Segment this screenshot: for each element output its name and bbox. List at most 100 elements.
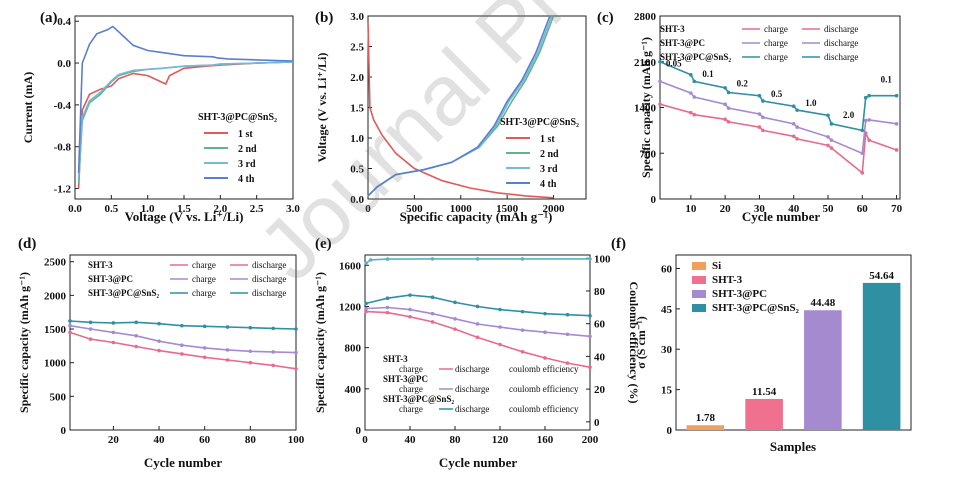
- panel-f-plot-frame: [675, 254, 912, 431]
- panel-b-legend-entry: 2 nd: [540, 149, 559, 160]
- panel-d-legend-entry: SHT-3: [88, 260, 113, 270]
- panel-c-series-0-point: [795, 137, 799, 141]
- panel-c-xlabel: Cycle number: [742, 209, 821, 224]
- panel-a-legend-entry: 4 th: [238, 174, 255, 185]
- panel-c-series-0-point: [860, 171, 865, 175]
- panel-e-series-2-point: [565, 312, 570, 317]
- panel-d-legend-entry: SHT-3@PC@SnS₂: [88, 288, 159, 298]
- panel-c-series-0-point: [658, 102, 662, 107]
- panel-c-legend-discharge: discharge: [824, 38, 858, 48]
- panel-e-ytick-label: 800: [345, 343, 362, 355]
- panel-f-ytick-label: 0: [667, 425, 673, 437]
- panel-b-label: (b): [315, 10, 333, 26]
- panel-c-series-2-point: [726, 90, 731, 95]
- panel-f-legend-entry: Si: [712, 260, 721, 272]
- panel-c-series-1-point: [863, 118, 868, 123]
- panel-d-series-1-point: [157, 339, 161, 343]
- panel-d-series-1-point: [88, 327, 93, 331]
- panel-d-xlabel: Cycle number: [144, 455, 223, 470]
- panel-a-xtick-label: 1.0: [141, 203, 155, 215]
- panel-c-series-2-point: [791, 104, 796, 108]
- panel-d-series-0-point: [88, 337, 93, 341]
- panel-a-legend-entry: 1 st: [238, 129, 253, 140]
- panel-e-series-2-point: [364, 301, 368, 306]
- panel-e-series-2-point: [408, 293, 412, 297]
- panel-e-series-3-point: [430, 257, 435, 261]
- panel-c-series-1-point: [867, 118, 871, 122]
- panel-e-series-0-point: [408, 314, 412, 319]
- panel-c-series-1-point: [689, 91, 693, 95]
- panel-c-ytick-label: 1400: [634, 103, 657, 115]
- panel-c-rate-label: 2.0: [843, 110, 855, 120]
- panel-c-legend-charge: charge: [764, 52, 788, 62]
- panel-d-series-2-point: [88, 320, 93, 325]
- panel-e-xtick-label: 200: [582, 434, 599, 446]
- panel-c-series-0-point: [689, 110, 693, 115]
- panel-a-legend-entry: 2 nd: [238, 144, 257, 155]
- panel-c-legend-charge: charge: [764, 38, 788, 48]
- panel-e-legend-discharge: discharge: [455, 404, 489, 414]
- panel-a-ytick-label: -0.4: [54, 100, 72, 112]
- panel-d-xtick-label: 60: [199, 434, 211, 446]
- panel-b-xtick-label: 1500: [496, 203, 519, 215]
- panel-b-xtick-label: 1000: [450, 203, 473, 215]
- panel-f-bar-value-label: 1.78: [696, 412, 716, 424]
- panel-e-xlabel: Cycle number: [439, 455, 518, 470]
- panel-d-series-1-point: [294, 350, 298, 355]
- panel-c-ytick-label: 2100: [634, 57, 657, 69]
- panel-c-series-2-point: [863, 95, 868, 100]
- panel-d-ytick-label: 0: [61, 425, 67, 437]
- panel-e-series-0-point: [364, 309, 368, 314]
- panel-e-series-0-point: [453, 327, 457, 331]
- panel-c-xtick-label: 20: [720, 203, 732, 215]
- panel-f-legend-entry: SHT-3@PC@SnS₂: [712, 302, 800, 314]
- panel-f-legend-swatch: [692, 276, 706, 284]
- panel-d-series-1-point: [271, 350, 275, 354]
- panel-a-plot-frame: [74, 15, 294, 200]
- panel-e-series-1-point: [565, 332, 570, 337]
- panel-e-ytick-label: 0: [356, 425, 362, 437]
- panel-e-series-2-point: [498, 307, 502, 312]
- panel-c-xtick-label: 60: [857, 203, 869, 215]
- panel-d-series-0-point: [225, 358, 230, 362]
- panel-d-series-2-point: [157, 321, 161, 326]
- panel-b-ytick-label: 1.0: [350, 133, 364, 145]
- panel-d-legend-charge: charge: [192, 274, 216, 284]
- panel-e-series-2-point: [385, 296, 390, 301]
- panel-a-xtick-label: 0.5: [104, 203, 118, 215]
- panel-a-legend-entry: 3 rd: [238, 159, 256, 170]
- panel-e-series-1-point: [520, 328, 525, 332]
- panel-f-ytick-label: 15: [661, 385, 673, 397]
- panel-a-xtick-label: 0.0: [68, 203, 82, 215]
- panel-d-series-0-point: [157, 348, 161, 353]
- panel-c-series-0-point: [791, 134, 796, 139]
- panel-c-rate-label: 0.2: [737, 79, 749, 89]
- panel-c-xtick-label: 50: [823, 203, 835, 215]
- panel-a-series-3: [77, 25, 294, 173]
- panel-f-bar-value-label: 11.54: [752, 386, 777, 398]
- panel-d-series-1-point: [68, 323, 72, 328]
- panel-e-legend-discharge: discharge: [455, 364, 489, 374]
- panel-e-ylabel: Specific capacity (mAh g⁻¹): [313, 272, 327, 413]
- panel-d-series-2-point: [111, 321, 116, 325]
- panel-e-y2tick-label: 80: [594, 286, 606, 298]
- panel-c-xtick-label: 40: [788, 203, 800, 215]
- panel-e-y2tick-label: 60: [594, 319, 606, 331]
- panel-f-ytick-label: 30: [661, 344, 673, 356]
- panel-e-legend-entry: SHT-3: [383, 354, 408, 364]
- panel-b-ytick-label: 3.0: [350, 11, 364, 23]
- panel-d-series-0-point: [68, 330, 72, 335]
- panel-c-ytick-label: 0: [651, 194, 657, 206]
- panel-c-series-2-point: [692, 79, 697, 84]
- panel-a-label: (a): [40, 10, 58, 26]
- panel-e-series-0-point: [565, 361, 570, 365]
- panel-e-series-3-point: [368, 258, 373, 262]
- panel-c-series-1-point: [658, 79, 662, 84]
- panel-c-rate-label: 0.1: [702, 69, 714, 79]
- panel-d-ytick-label: 1500: [44, 324, 67, 336]
- panel-e-y2tick-label: 100: [594, 253, 611, 265]
- panel-c-series-1-point: [829, 138, 834, 142]
- panel-e-series-3-point: [364, 261, 368, 265]
- panel-a-xtick-label: 1.5: [177, 203, 191, 215]
